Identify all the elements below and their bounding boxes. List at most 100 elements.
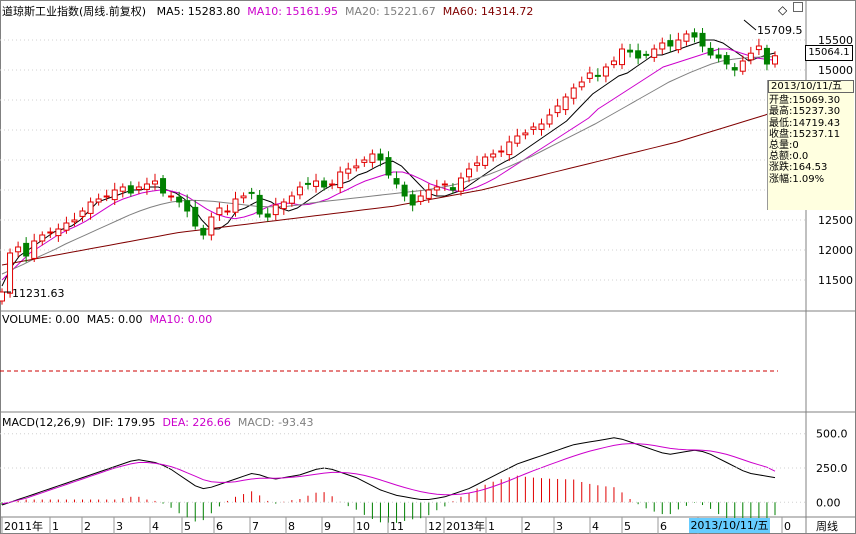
close-icon[interactable] <box>793 2 803 12</box>
time-label: 5 <box>184 520 191 533</box>
candle-body <box>111 189 118 201</box>
candle-body <box>554 105 561 114</box>
candle-body <box>7 252 14 294</box>
candle-body <box>248 191 255 194</box>
time-label: 6 <box>660 520 667 533</box>
price-tick-label: 12500 <box>818 214 853 227</box>
candle-body <box>441 183 448 186</box>
time-label: 1 <box>488 520 495 533</box>
candle-body <box>39 234 46 242</box>
time-label: 12 <box>428 520 442 533</box>
candle-body <box>772 55 778 65</box>
candle-body <box>755 45 762 51</box>
candle-body <box>401 184 408 197</box>
ma-label-3: MA60: 14314.72 <box>442 5 534 18</box>
candle-body <box>530 126 537 130</box>
candle-body <box>522 132 529 136</box>
candle-body <box>506 141 513 156</box>
tooltip-row-close: 收盘:15237.11 <box>769 128 841 140</box>
candle-body <box>425 189 432 199</box>
time-label: 6 <box>216 520 223 533</box>
candle-body <box>417 195 424 202</box>
candle-body <box>723 55 730 65</box>
candle-body <box>643 53 650 56</box>
price-tick-label: 15000 <box>818 64 853 77</box>
price-tick-label: 15500 <box>818 34 853 47</box>
candle-body <box>763 47 770 65</box>
macd-label-2: DEA: 226.66 <box>162 416 231 429</box>
time-label: 7 <box>252 520 259 533</box>
candle-body <box>0 291 5 302</box>
price-legend: 道琼斯工业指数(周线.前复权) MA5: 15283.80 MA10: 15161… <box>2 3 547 19</box>
candle-body <box>570 87 577 99</box>
candle-body <box>490 153 497 158</box>
macd-label-1: DIF: 179.95 <box>92 416 156 429</box>
candle-body <box>594 74 601 77</box>
tooltip-row-amount: 总额:0.0 <box>769 151 809 163</box>
candle-body <box>304 182 311 185</box>
candle-body <box>586 72 593 79</box>
candle-body <box>353 165 360 169</box>
macd-tick-label: 500.0 <box>816 428 848 441</box>
data-tooltip: 2013/10/11/五 开盘:15069.30 最高:15237.30 最低:… <box>767 80 854 210</box>
candle-body <box>635 50 642 59</box>
time-label: 3 <box>116 520 123 533</box>
candle-body <box>272 204 279 216</box>
macd-tick-label: 0.00 <box>816 496 841 509</box>
candle-body <box>659 42 666 50</box>
tooltip-date: 2013/10/11/五 <box>768 80 854 94</box>
candle-body <box>119 186 126 192</box>
volume-label-1: MA5: 0.00 <box>86 313 143 326</box>
price-panel-title: 道琼斯工业指数(周线.前复权) <box>2 5 147 18</box>
time-label: 9 <box>324 520 331 533</box>
candle-body <box>667 40 674 47</box>
candle-body <box>619 48 626 66</box>
time-label: 11 <box>390 520 404 533</box>
candle-body <box>95 198 102 203</box>
period-label[interactable]: 周线 <box>816 520 838 533</box>
candle-body <box>321 180 328 188</box>
candle-body <box>514 135 521 144</box>
time-label: 4 <box>152 520 159 533</box>
candle-body <box>168 195 175 198</box>
candle-body <box>377 153 384 161</box>
candle-body <box>200 227 207 236</box>
candle-body <box>466 168 473 178</box>
candle-body <box>47 231 54 234</box>
time-label: 5 <box>624 520 631 533</box>
candle-body <box>264 213 271 218</box>
candle-body <box>135 186 142 190</box>
price-tick-label: 12000 <box>818 244 853 257</box>
candle-body <box>232 198 239 213</box>
candle-body <box>449 187 456 191</box>
candle-body <box>55 228 62 237</box>
candle-body <box>71 219 78 223</box>
candle-body <box>160 178 167 194</box>
candle-body <box>288 195 295 204</box>
candle-body <box>707 47 714 56</box>
macd-label-3: MACD: -93.43 <box>237 416 314 429</box>
current-price-box: 15064.1 <box>805 45 853 61</box>
candle-body <box>296 186 303 196</box>
candle-body <box>538 123 545 130</box>
candle-body <box>224 210 231 213</box>
candle-body <box>151 180 158 185</box>
time-label: 8 <box>288 520 295 533</box>
candle-body <box>627 49 634 53</box>
candle-body <box>63 222 70 231</box>
candle-body <box>474 162 481 166</box>
ma-label-2: MA20: 15221.67 <box>345 5 436 18</box>
dif-line <box>1 437 776 506</box>
tooltip-row-high: 最高:15237.30 <box>769 106 841 118</box>
candle-body <box>87 201 94 214</box>
candle-body <box>23 242 30 257</box>
diamond-icon[interactable]: ◇ <box>778 3 788 17</box>
ma-label-0: MA5: 15283.80 <box>156 5 241 18</box>
candle-body <box>216 207 223 216</box>
candle-body <box>409 194 416 206</box>
tooltip-row-low: 最低:14719.43 <box>769 117 841 129</box>
tooltip-row-change-pct: 涨幅:1.09% <box>769 173 825 185</box>
candle-body <box>240 195 247 199</box>
candle-body <box>739 60 746 72</box>
candle-body <box>369 153 376 163</box>
